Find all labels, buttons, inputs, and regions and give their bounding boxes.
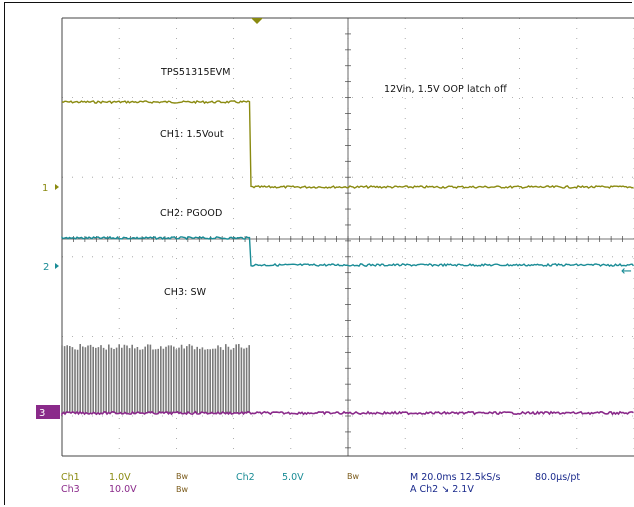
ch3-marker-box (36, 405, 60, 419)
trigger-readout: A Ch2 ↘ 2.1V (410, 484, 474, 495)
ch2-name: Ch2 (236, 472, 255, 483)
sample-interval-readout: 80.0µs/pt (535, 472, 581, 483)
ch3-sw-trace (61, 410, 634, 417)
condition-label: 12Vin, 1.5V OOP latch off (384, 84, 507, 95)
ch1-annotation: CH1: 1.5Vout (160, 129, 224, 140)
ch1-vout-trace (61, 99, 634, 189)
ch1-name: Ch1 (61, 472, 80, 483)
ch2-marker: 2 (43, 262, 49, 273)
waveform-layer (61, 99, 634, 417)
ch3-bandwidth: Bw (176, 485, 189, 494)
oscilloscope-frame (4, 2, 632, 505)
timebase-readout: M 20.0ms 12.5kS/s (410, 472, 501, 483)
ch2-marker-arrow (55, 263, 59, 269)
trigger-position-marker (251, 18, 263, 24)
ch3-scale: 10.0V (109, 484, 137, 495)
ch2-scale: 5.0V (282, 472, 304, 483)
ch2-bandwidth: Bw (347, 472, 360, 481)
ch2-pgood-trace (61, 235, 634, 268)
board-label: TPS51315EVM (161, 67, 231, 78)
ch3-name: Ch3 (61, 484, 80, 495)
ch1-marker: 1 (42, 183, 48, 194)
ch3-annotation: CH3: SW (164, 287, 207, 298)
ch2-reference-arrow: ← (621, 264, 632, 279)
ch3-marker: 3 (39, 408, 45, 419)
ch2-annotation: CH2: PGOOD (160, 208, 223, 219)
ch1-scale: 1.0V (109, 472, 131, 483)
ch3-sw-burst-waveform (61, 344, 250, 413)
ch1-bandwidth: Bw (176, 472, 189, 481)
ch1-marker-arrow (55, 184, 59, 190)
